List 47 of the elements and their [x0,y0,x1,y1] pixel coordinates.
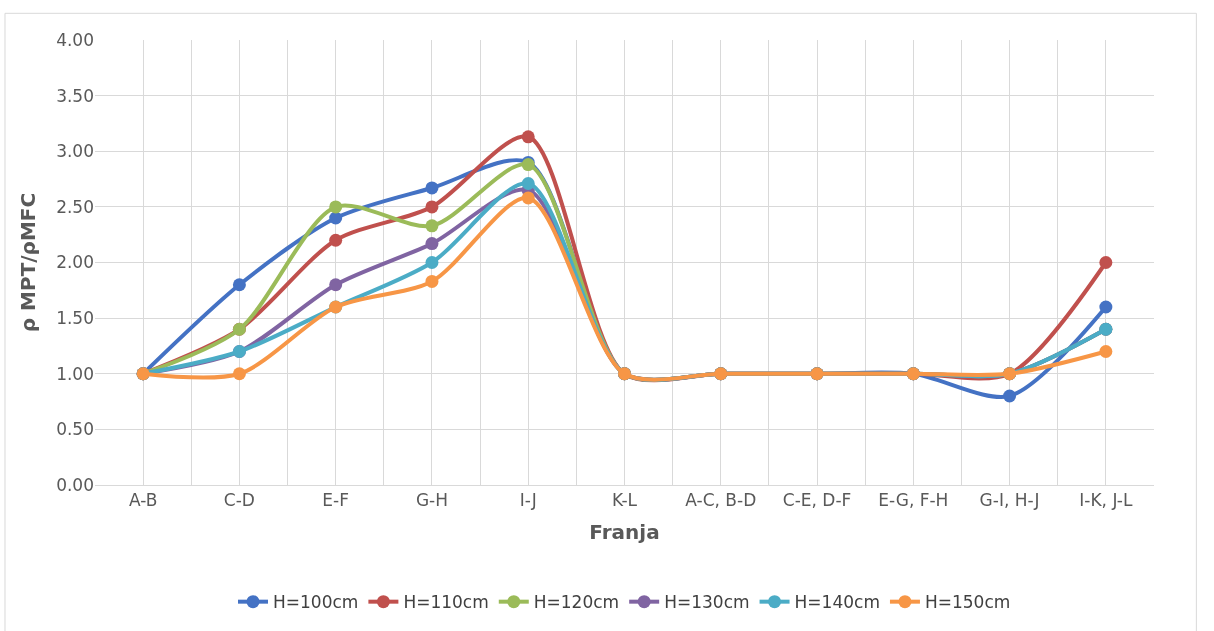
y-tick-label: 1.00 [56,363,94,384]
point [425,200,439,214]
x-tick-label: G-H [415,490,448,511]
x-tick-label: I-K, J-L [1079,490,1133,511]
y-tick-label: 3.50 [56,85,94,106]
y-tick-label: 0.50 [56,419,94,440]
point [521,177,535,190]
x-tick-label: K-L [612,490,638,511]
x-tick-label: C-D [223,490,255,511]
point [425,181,439,195]
y-tick-label: 3.00 [56,141,94,162]
point [232,278,246,292]
point [1099,345,1113,358]
x-tick-label: E-F [322,490,350,511]
point [1003,389,1017,403]
point [329,278,343,292]
point [329,211,343,225]
x-tick-label: I-J [519,490,537,511]
point [521,130,535,144]
legend-label: H=130cm [664,592,750,613]
point [521,191,535,205]
legend-label: H=150cm [924,592,1011,613]
point [329,233,343,247]
legend-label: H=110cm [403,592,489,613]
point [329,200,343,214]
legend-label: H=120cm [533,592,620,613]
y-tick-label: 2.00 [56,252,94,273]
legend-label: H=100cm [273,592,359,613]
legend-label: H=140cm [794,592,880,613]
point [425,237,439,251]
x-tick-label: C-E, D-F [782,490,852,511]
x-tick-label: A-B [128,490,158,511]
x-tick-label: A-C, B-D [685,490,757,511]
point [1099,256,1113,269]
point [232,367,246,381]
y-tick-label: 4.00 [56,29,94,50]
x-tick-label: E-G, F-H [878,490,949,511]
y-tick-label: 0.00 [56,474,94,495]
point [425,256,439,269]
x-tick-label: G-I, H-J [979,490,1040,511]
y-tick-label: 2.50 [56,196,94,217]
y-tick-label: 1.50 [56,308,94,329]
y-axis-title: ρ MPT/ρMFC [15,192,40,333]
point [425,219,439,233]
x-axis-title: Franja [589,519,660,544]
point [1099,300,1113,314]
point [425,274,439,288]
